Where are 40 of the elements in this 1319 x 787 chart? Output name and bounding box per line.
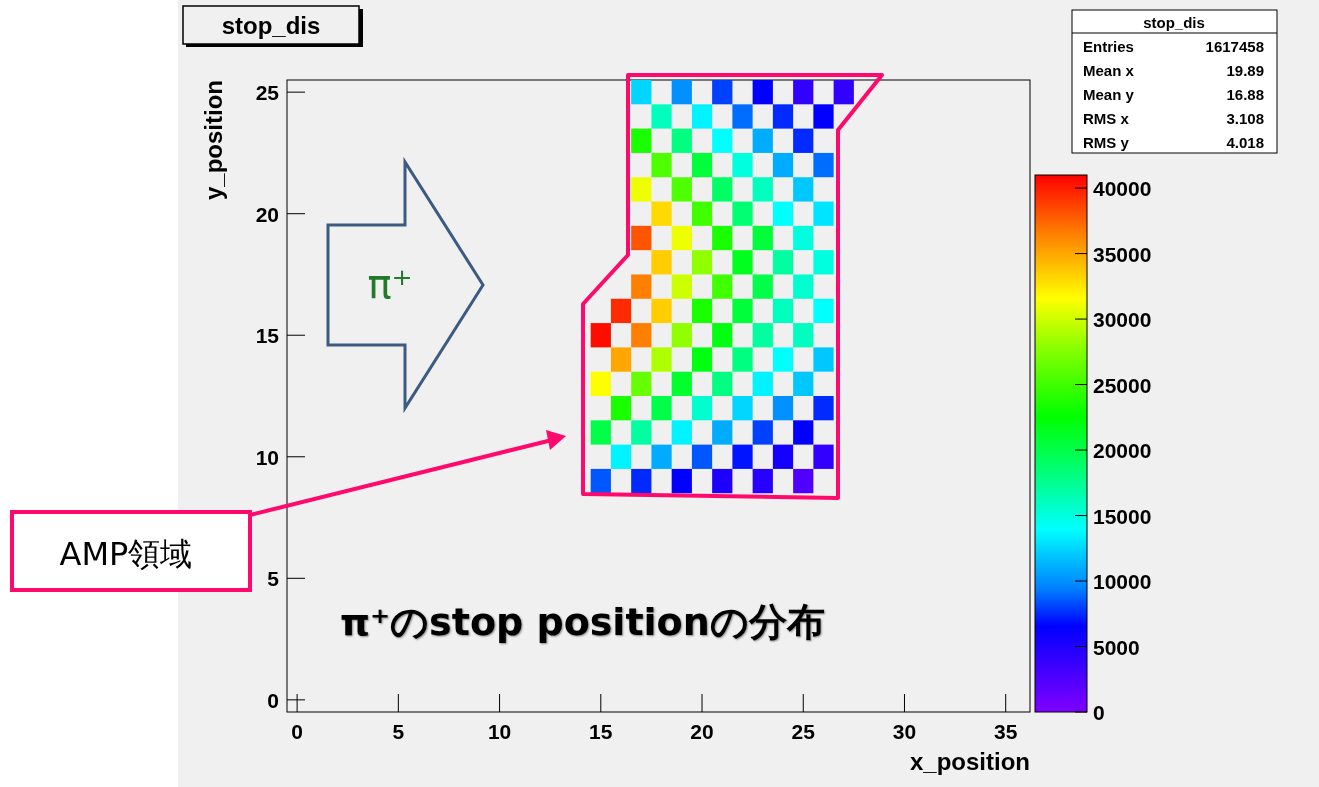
- text: AMP領域: [59, 535, 193, 573]
- text: Entries: [1083, 38, 1134, 55]
- chart-title: stop_dis: [221, 12, 321, 39]
- x-axis-title: x_position: [909, 748, 1030, 775]
- x-tick-label: 0: [291, 720, 303, 743]
- annotation: π⁺: [367, 261, 413, 307]
- x-tick-label: 10: [487, 720, 512, 743]
- text: RMS y: [1083, 134, 1130, 151]
- color-bar-label: 20000: [1093, 439, 1152, 463]
- color-bar-label: 10000: [1093, 570, 1152, 594]
- color-bar-label: 0: [1093, 701, 1105, 724]
- text: 16.88: [1226, 86, 1264, 103]
- text: stop_dis: [1143, 14, 1205, 31]
- color-bar-label: 40000: [1093, 177, 1152, 201]
- text: 1617458: [1205, 38, 1264, 55]
- x-tick-label: 20: [690, 720, 714, 743]
- y-axis-title: y_position: [200, 80, 227, 201]
- y-tick-label: 20: [255, 202, 279, 226]
- color-bar-label: 35000: [1093, 242, 1152, 266]
- text: Mean x: [1083, 62, 1135, 79]
- x-tick-label: 25: [791, 720, 816, 743]
- text: Mean y: [1083, 86, 1135, 103]
- annotation: π⁺のstop positionの分布: [340, 600, 825, 644]
- color-bar-label: 5000: [1093, 635, 1140, 659]
- text: 3.108: [1226, 110, 1264, 127]
- color-bar-label: 15000: [1093, 504, 1152, 528]
- text: RMS x: [1083, 110, 1130, 127]
- y-tick-label: 5: [267, 567, 280, 591]
- x-tick-label: 15: [589, 720, 613, 743]
- y-tick-label: 15: [255, 324, 280, 348]
- x-tick-label: 5: [392, 720, 405, 743]
- text: 19.89: [1226, 62, 1264, 79]
- color-bar-label: 25000: [1093, 373, 1152, 397]
- x-tick-label: 35: [994, 720, 1018, 743]
- y-tick-label: 0: [267, 688, 279, 712]
- text: 4.018: [1226, 134, 1264, 151]
- color-bar-label: 30000: [1093, 308, 1152, 332]
- y-tick-label: 10: [255, 445, 279, 469]
- x-tick-label: 30: [892, 720, 917, 743]
- y-tick-label: 25: [255, 81, 280, 105]
